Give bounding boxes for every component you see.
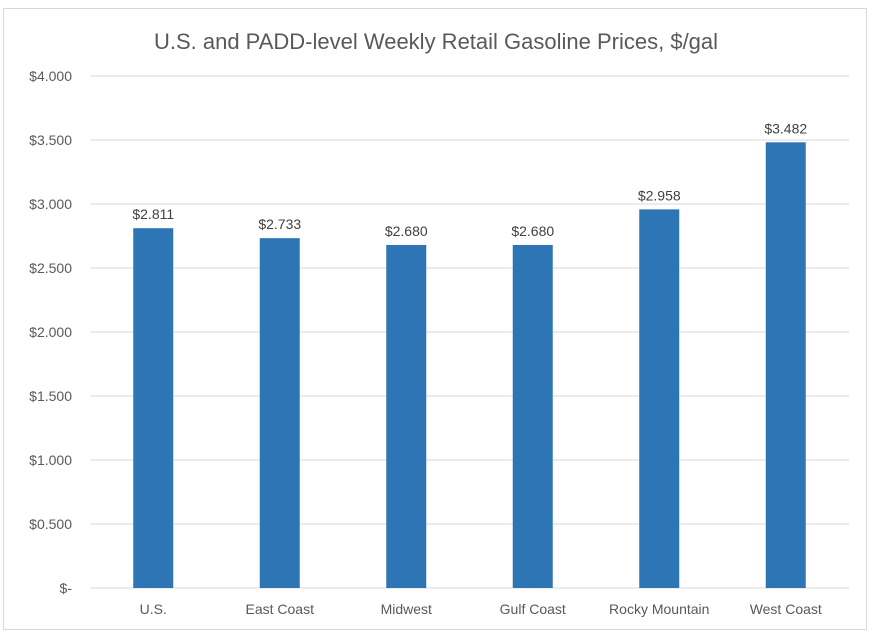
- y-tick-label: $4.000: [29, 68, 72, 84]
- bar: [133, 228, 174, 588]
- gridlines: [90, 75, 849, 589]
- data-label: $2.680: [511, 223, 554, 239]
- bar: [765, 142, 806, 588]
- x-tick-label: West Coast: [750, 601, 822, 617]
- data-label: $3.482: [764, 120, 807, 136]
- bar: [386, 244, 427, 588]
- y-tick-label: $0.500: [29, 516, 72, 532]
- y-tick-label: $1.000: [29, 452, 72, 468]
- bars: [133, 142, 806, 588]
- data-label: $2.958: [638, 187, 681, 203]
- bar: [259, 238, 300, 588]
- x-axis-ticks: U.S. East Coast Midwest Gulf Coast Rocky Mou…: [140, 601, 822, 617]
- data-label: $2.811: [132, 206, 174, 222]
- bar: [639, 209, 680, 588]
- bar: [512, 244, 553, 588]
- data-label: $2.680: [385, 223, 428, 239]
- data-label: $2.733: [258, 216, 301, 232]
- chart-title: U.S. and PADD-level Weekly Retail Gasoli…: [154, 29, 718, 54]
- x-tick-label: Rocky Mountain: [609, 601, 709, 617]
- y-tick-label: $2.000: [29, 324, 72, 340]
- y-tick-label: $1.500: [29, 388, 72, 404]
- y-tick-label: $-: [60, 580, 73, 596]
- chart-frame: U.S. and PADD-level Weekly Retail Gasoli…: [3, 8, 867, 630]
- x-tick-label: Gulf Coast: [500, 601, 566, 617]
- y-tick-label: $3.000: [29, 196, 72, 212]
- x-tick-label: Midwest: [381, 601, 432, 617]
- y-axis-ticks: $- $0.500 $1.000 $1.500 $2.000 $2.500 $3.000 $3…: [29, 68, 72, 596]
- y-tick-label: $3.500: [29, 132, 72, 148]
- x-tick-label: East Coast: [246, 601, 315, 617]
- bar-chart: U.S. and PADD-level Weekly Retail Gasoli…: [29, 29, 849, 617]
- x-tick-label: U.S.: [140, 601, 167, 617]
- data-labels: $2.811 $2.733 $2.680 $2.680 $2.958 $3.482: [132, 120, 807, 239]
- y-tick-label: $2.500: [29, 260, 72, 276]
